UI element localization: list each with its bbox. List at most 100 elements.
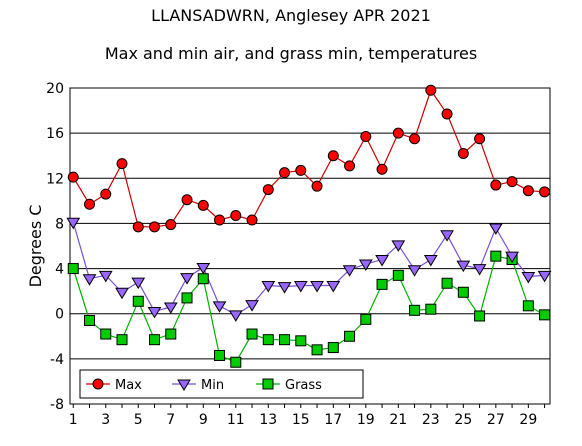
data-point-grass (522, 300, 534, 312)
data-point-grass (165, 328, 177, 340)
data-point-grass (246, 328, 258, 340)
data-point-max (441, 108, 453, 120)
x-tick-label: 15 (292, 412, 310, 428)
data-point-max (100, 188, 112, 200)
data-point-max (165, 219, 177, 231)
data-point-min (456, 260, 471, 273)
data-point-min (391, 240, 406, 252)
data-point-max (181, 194, 193, 206)
series-group (66, 84, 552, 368)
x-tick-label: 19 (357, 412, 375, 428)
data-point-min (310, 281, 324, 293)
y-tick-label: 0 (55, 307, 64, 323)
data-point-max (539, 186, 551, 198)
data-point-max (474, 133, 486, 145)
data-point-grass (149, 334, 161, 346)
x-tick-label: 1 (69, 412, 78, 428)
data-point-max (425, 84, 437, 96)
data-point-min (537, 270, 552, 283)
data-point-grass (230, 356, 242, 368)
data-point-max (506, 176, 518, 188)
data-point-grass (539, 309, 551, 321)
x-tick-label: 11 (227, 412, 245, 428)
legend-marker-min (177, 379, 191, 391)
data-point-min (66, 217, 81, 230)
data-point-grass (457, 286, 469, 298)
data-point-min (180, 273, 194, 285)
legend-label-grass: Grass (285, 378, 322, 393)
data-point-grass (132, 295, 144, 307)
legend-label-min: Min (201, 378, 224, 393)
data-point-min (277, 282, 292, 294)
data-point-max (327, 150, 339, 162)
data-point-min (212, 301, 227, 313)
plot-area (69, 87, 551, 405)
data-point-min (293, 281, 308, 293)
data-point-min (261, 281, 276, 293)
data-point-max (409, 133, 421, 145)
data-point-min (423, 255, 438, 267)
legend-box (79, 369, 364, 399)
data-point-grass (197, 273, 209, 285)
data-point-min (163, 302, 178, 314)
data-point-max (246, 214, 258, 226)
data-point-max (214, 214, 226, 226)
data-point-grass (181, 292, 193, 304)
x-tick-label: 9 (199, 412, 208, 428)
data-point-min (196, 262, 211, 275)
data-point-max (67, 171, 79, 183)
data-point-min (147, 306, 162, 319)
data-point-grass (311, 344, 323, 356)
chart-subtitle: Max and min air, and grass min, temperat… (104, 44, 478, 63)
x-tick-label: 27 (487, 412, 505, 428)
data-point-min (407, 265, 422, 277)
data-point-min (440, 230, 454, 242)
data-point-grass (100, 328, 112, 340)
data-point-grass (295, 335, 307, 347)
x-tick-label: 13 (259, 412, 277, 428)
data-point-max (344, 160, 356, 172)
data-point-min (245, 300, 259, 312)
data-point-max (522, 185, 534, 197)
data-point-grass (409, 304, 421, 316)
y-tick-label: 8 (55, 216, 64, 232)
x-tick-label: 3 (101, 412, 110, 428)
data-point-max (149, 221, 161, 233)
data-point-max (376, 163, 388, 175)
y-tick-label: 20 (46, 81, 64, 97)
data-point-max (457, 147, 469, 159)
y-tick-label: 12 (46, 171, 64, 187)
data-point-min (131, 277, 146, 290)
data-point-min (82, 274, 97, 286)
data-point-max (295, 164, 307, 176)
data-point-min (98, 270, 113, 283)
data-point-grass (327, 342, 339, 354)
data-point-min (342, 265, 357, 277)
series-line-max (72, 88, 545, 228)
data-point-max (279, 167, 291, 179)
legend-marker-grass (262, 378, 274, 390)
data-point-min (358, 259, 373, 272)
data-point-max (84, 198, 96, 210)
data-point-min (505, 251, 519, 264)
y-tick-label: -8 (50, 397, 64, 413)
data-point-max (262, 184, 274, 196)
x-tick-label: 17 (324, 412, 342, 428)
chart-title: LLANSADWRN, Anglesey APR 2021 (151, 6, 431, 25)
data-point-grass (67, 263, 79, 275)
data-point-min (115, 287, 129, 300)
data-point-max (132, 221, 144, 233)
y-tick-label: -4 (50, 352, 64, 368)
x-tick-label: 29 (519, 412, 537, 428)
legend-marker-max (92, 378, 104, 390)
data-point-grass (441, 277, 453, 289)
y-tick-label: 4 (55, 262, 64, 278)
data-point-grass (279, 334, 291, 346)
data-point-max (116, 158, 128, 170)
x-tick-label: 21 (389, 412, 407, 428)
data-point-grass (360, 313, 372, 325)
series-line-grass (72, 255, 545, 363)
x-tick-label: 7 (166, 412, 175, 428)
